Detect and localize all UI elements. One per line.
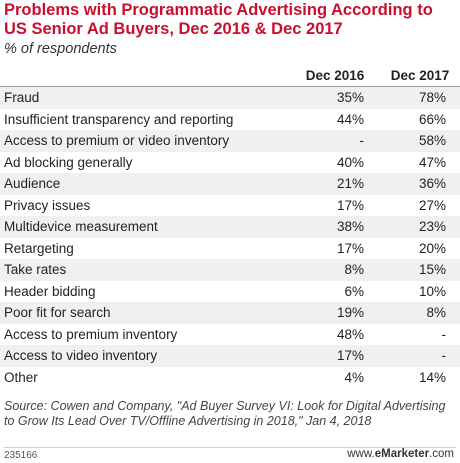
value-dec-2016: 17% (336, 197, 364, 213)
brand-prefix: www. (347, 448, 375, 460)
value-dec-2017: 27% (418, 197, 446, 213)
value-dec-2017: 36% (380, 173, 460, 195)
value-dec-2017: 10% (418, 283, 446, 299)
value-dec-2016: 21% (290, 173, 380, 195)
header-dec-2016: Dec 2016 (305, 67, 365, 83)
value-dec-2016: 4% (344, 369, 364, 385)
value-dec-2017: - (441, 326, 447, 342)
table-header-row: Dec 2016 Dec 2017 (0, 64, 460, 87)
table-row: Ad blocking generally 40% 47% (0, 152, 460, 174)
brand-name: eMarketer (374, 448, 430, 460)
row-label: Ad blocking generally (4, 154, 133, 170)
row-label: Header bidding (4, 283, 96, 299)
row-label: Poor fit for search (0, 302, 290, 324)
row-label: Retargeting (4, 240, 74, 256)
value-dec-2017: 15% (380, 259, 460, 281)
source-note: Source: Cowen and Company, "Ad Buyer Sur… (4, 399, 446, 428)
table-row: Audience 21% 36% (0, 173, 460, 195)
table-row: Take rates 8% 15% (0, 259, 460, 281)
row-label: Access to premium or video inventory (0, 130, 290, 152)
row-label: Access to video inventory (0, 345, 290, 367)
value-dec-2017: 23% (380, 216, 460, 238)
value-dec-2016: 6% (344, 283, 364, 299)
table-row: Access to premium inventory 48% - (0, 324, 460, 346)
footer-divider (4, 447, 456, 448)
table-row: Multidevice measurement 38% 23% (0, 216, 460, 238)
row-label: Other (4, 369, 38, 385)
chart-subtitle: % of respondents (4, 41, 117, 57)
table-row: Access to video inventory 17% - (0, 345, 460, 367)
value-dec-2017: 47% (418, 154, 446, 170)
value-dec-2016: 17% (336, 240, 364, 256)
value-dec-2017: - (380, 345, 460, 367)
value-dec-2017: 8% (380, 302, 460, 324)
chart-id: 235166 (4, 450, 38, 461)
table-row: Fraud 35% 78% (0, 86, 460, 109)
value-dec-2017: 66% (418, 111, 446, 127)
header-dec-2017: Dec 2017 (390, 67, 450, 83)
row-label: Take rates (0, 259, 290, 281)
value-dec-2016: 40% (336, 154, 364, 170)
brand-suffix: .com (429, 448, 454, 460)
table-body: Fraud 35% 78% Insufficient transparency and… (0, 86, 460, 389)
table-row: Insufficient transparency and reporting 4… (0, 109, 460, 131)
value-dec-2016: 48% (336, 326, 364, 342)
value-dec-2017: 20% (418, 240, 446, 256)
table-row: Privacy issues 17% 27% (0, 195, 460, 217)
value-dec-2016: 17% (290, 345, 380, 367)
row-label: Insufficient transparency and reporting (4, 111, 234, 127)
table-row: Access to premium or video inventory -58% (0, 130, 460, 152)
value-dec-2016: 38% (290, 216, 380, 238)
chart-title: Problems with Programmatic Advertising A… (4, 1, 433, 38)
row-label: Multidevice measurement (0, 216, 290, 238)
table-row: Header bidding 6% 10% (0, 281, 460, 303)
row-label: Privacy issues (4, 197, 91, 213)
value-dec-2016: 8% (290, 259, 380, 281)
value-dec-2016: 35% (290, 86, 380, 109)
row-label: Fraud (0, 86, 290, 109)
data-table: Dec 2016 Dec 2017 Fraud 35% 78% Insufficien… (0, 64, 460, 388)
table-row: Other 4% 14% (0, 367, 460, 389)
value-dec-2017: 58% (380, 130, 460, 152)
row-label: Audience (0, 173, 290, 195)
value-dec-2017: 78% (380, 86, 460, 109)
value-dec-2017: 14% (418, 369, 446, 385)
brand-link[interactable]: www.eMarketer.com (347, 448, 454, 460)
value-dec-2016: 19% (290, 302, 380, 324)
value-dec-2016: 44% (336, 111, 364, 127)
table-row: Retargeting 17% 20% (0, 238, 460, 260)
header-label-column (0, 64, 290, 87)
row-label: Access to premium inventory (4, 326, 178, 342)
table-row: Poor fit for search 19% 8% (0, 302, 460, 324)
value-dec-2016: - (290, 130, 380, 152)
